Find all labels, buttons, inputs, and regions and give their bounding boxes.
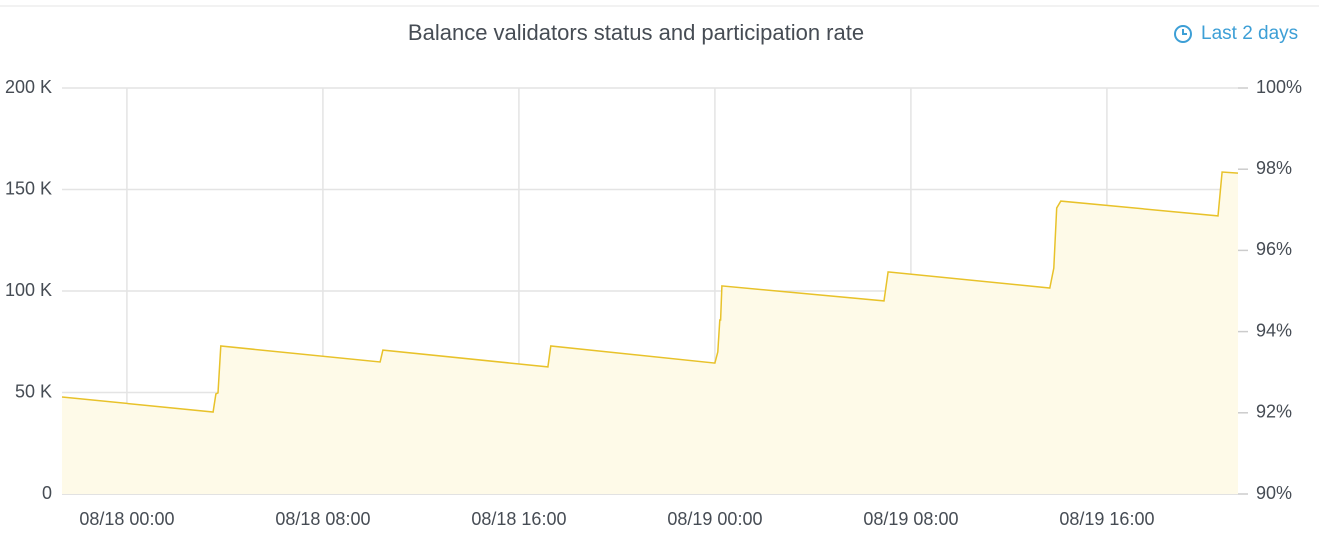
y-tick-label: 0 [42,483,52,503]
clock-icon[interactable] [1174,25,1192,43]
y2-tick-label: 96% [1256,239,1292,259]
y2-tick-label: 90% [1256,483,1292,503]
y-tick-label: 150 K [5,178,52,198]
y2-tick-label: 100% [1256,77,1302,97]
x-tick-label: 08/18 08:00 [275,509,370,529]
y-tick-label: 200 K [5,77,52,97]
x-tick-label: 08/18 16:00 [471,509,566,529]
clock-hands[interactable] [1182,29,1187,35]
line [61,171,1239,413]
x-tick-label: 08/19 08:00 [863,509,958,529]
y-tick-label: 100 K [5,280,52,300]
y2-tick-label: 94% [1256,320,1292,340]
x-tick-label: 08/19 16:00 [1059,509,1154,529]
time-range-label[interactable]: Last 2 days [1201,23,1298,44]
time-range[interactable]: Last 2 days [1174,23,1298,44]
y2-tick-label: 98% [1256,158,1292,178]
y2-tick-label: 92% [1256,402,1292,422]
x-tick-label: 08/18 00:00 [79,509,174,529]
x-tick-label: 08/19 00:00 [667,509,762,529]
chart-title: Balance validators status and participat… [408,20,864,45]
area [62,172,1238,494]
y-tick-label: 50 K [15,381,52,401]
